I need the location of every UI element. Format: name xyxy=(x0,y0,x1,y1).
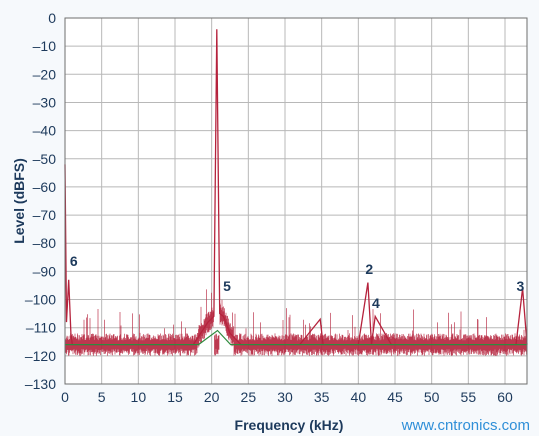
annotation-2: 2 xyxy=(365,261,373,277)
y-axis-title: Level (dBFS) xyxy=(11,158,27,244)
watermark: www.cntronics.com xyxy=(401,417,530,434)
y-tick-label: –10 xyxy=(33,38,57,54)
x-tick-label: 35 xyxy=(314,389,330,405)
grid-lines xyxy=(64,17,527,385)
x-tick-label: 15 xyxy=(167,389,183,405)
plot-frame xyxy=(64,17,528,385)
x-tick-label: 60 xyxy=(497,389,513,405)
annotation-5: 5 xyxy=(223,278,231,294)
x-tick-label: 5 xyxy=(98,389,106,405)
y-tick-label: –100 xyxy=(25,292,56,308)
x-tick-label: 0 xyxy=(61,389,69,405)
y-tick-label: 0 xyxy=(48,10,56,26)
y-tick-label: –30 xyxy=(33,94,57,110)
x-tick-label: 30 xyxy=(277,389,293,405)
x-tick-label: 20 xyxy=(204,389,220,405)
x-tick-label: 55 xyxy=(461,389,477,405)
annotation-6: 6 xyxy=(70,253,78,269)
y-tick-label: –130 xyxy=(25,376,56,392)
plot-area xyxy=(65,18,527,384)
y-tick-label: –80 xyxy=(33,235,57,251)
annotations: 6 5 2 4 3 xyxy=(70,253,525,311)
x-tick-label: 40 xyxy=(351,389,367,405)
y-tick-labels: 0 –10 –20 –30 –40 –50 –60 –70 –80 –90 –100 –110 –120… xyxy=(25,10,56,392)
y-tick-label: –70 xyxy=(33,207,57,223)
x-tick-label: 50 xyxy=(424,389,440,405)
y-tick-label: –20 xyxy=(33,66,57,82)
y-tick-label: –50 xyxy=(33,151,57,167)
x-tick-label: 45 xyxy=(387,389,403,405)
x-tick-label: 10 xyxy=(131,389,147,405)
x-axis-title: Frequency (kHz) xyxy=(235,417,344,433)
x-tick-label: 25 xyxy=(241,389,257,405)
y-tick-label: –60 xyxy=(33,179,57,195)
x-tick-labels: 0 5 10 15 20 25 30 35 40 45 50 55 60 xyxy=(61,389,513,405)
y-tick-label: –90 xyxy=(33,263,57,279)
annotation-4: 4 xyxy=(372,295,380,311)
y-tick-label: –110 xyxy=(26,320,56,336)
y-tick-label: –120 xyxy=(25,348,56,364)
series-lines xyxy=(64,29,528,346)
y-tick-label: –40 xyxy=(33,123,57,139)
annotation-3: 3 xyxy=(517,278,525,294)
reference-line xyxy=(65,329,527,346)
